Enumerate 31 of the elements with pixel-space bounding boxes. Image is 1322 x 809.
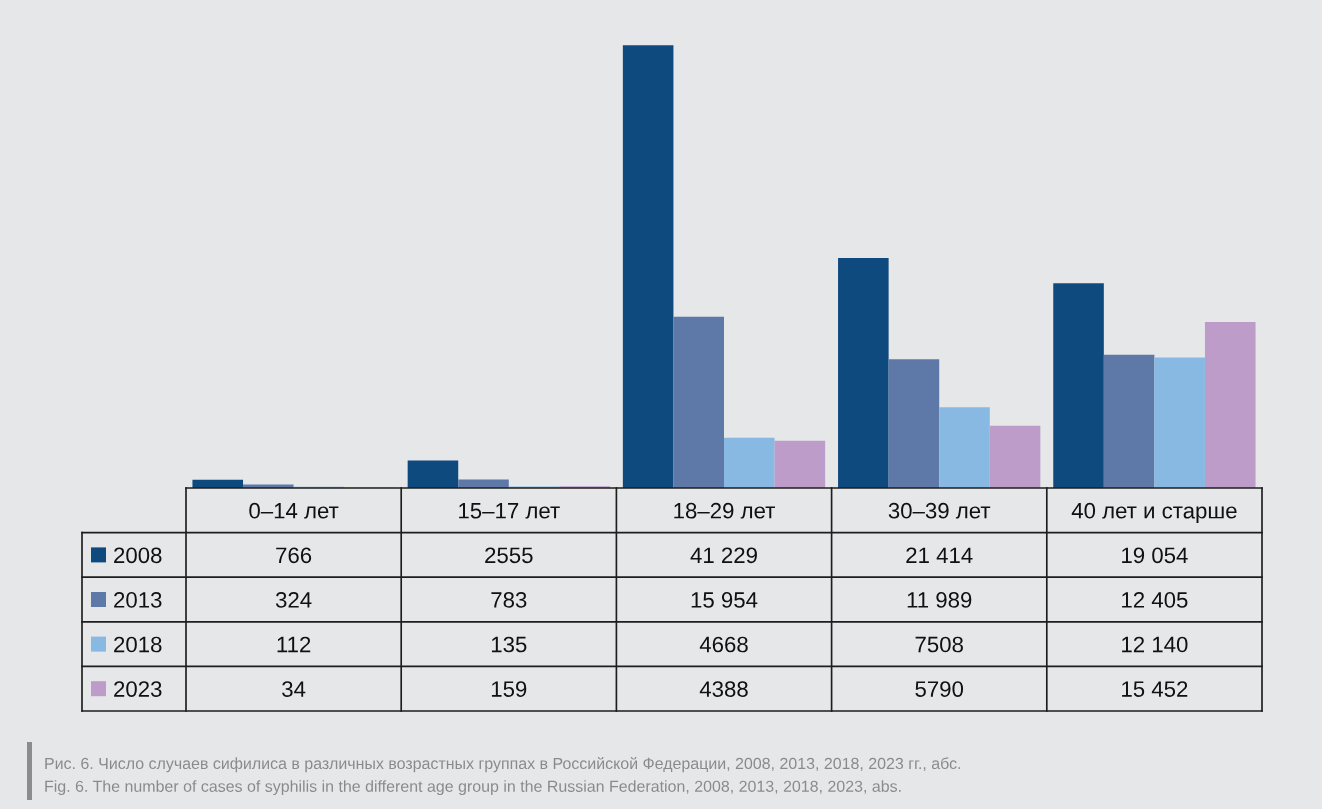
x-tick-label: 40 лет и старше: [1071, 502, 1237, 523]
data-label: 15 452: [1122, 681, 1188, 697]
legend-label: 2013: [114, 592, 162, 608]
legend-label: 2008: [114, 547, 162, 564]
data-label: 7508: [915, 636, 963, 653]
data-label: 11 989: [907, 592, 972, 608]
caption: Fig. 6. The number of cases of syphilis in the different age group in the Russian Federation, 2008, 2013, 2018, 2023, abs.: [45, 780, 901, 796]
data-label: 159: [491, 681, 527, 697]
legend-label: 2018: [114, 636, 162, 653]
data-label: 324: [275, 592, 312, 608]
x-tick-label: 30–39 лет: [888, 502, 991, 519]
data-label: 4668: [699, 636, 748, 653]
x-tick-label: 18–29 лет: [674, 502, 775, 519]
legend-label: 2023: [114, 681, 162, 697]
data-label: 34: [282, 681, 306, 697]
x-tick-label: 15–17 лет: [459, 503, 560, 519]
data-label: 15 954: [691, 592, 758, 608]
data-label: 766: [276, 547, 312, 564]
data-label: 21 414: [906, 547, 973, 563]
data-label: 783: [491, 592, 527, 608]
x-tick-label: 0–14 лет: [249, 502, 339, 519]
data-label: 5790: [915, 681, 964, 697]
data-label: 41 229: [690, 547, 757, 564]
data-label: 12 140: [1122, 636, 1188, 653]
data-label: 12 405: [1122, 592, 1188, 608]
text: Рис. 6. Число случаев сифилиса в различных возрастных группах в Российской Федерации, 2008, 2013, 2018, 2023 гг., абс.: [45, 757, 961, 773]
data-label: 112: [277, 636, 311, 653]
data-label: 4388: [699, 681, 748, 697]
data-label: 135: [491, 636, 527, 653]
data-label: 19 054: [1122, 547, 1188, 564]
data-label: 2555: [485, 547, 533, 564]
